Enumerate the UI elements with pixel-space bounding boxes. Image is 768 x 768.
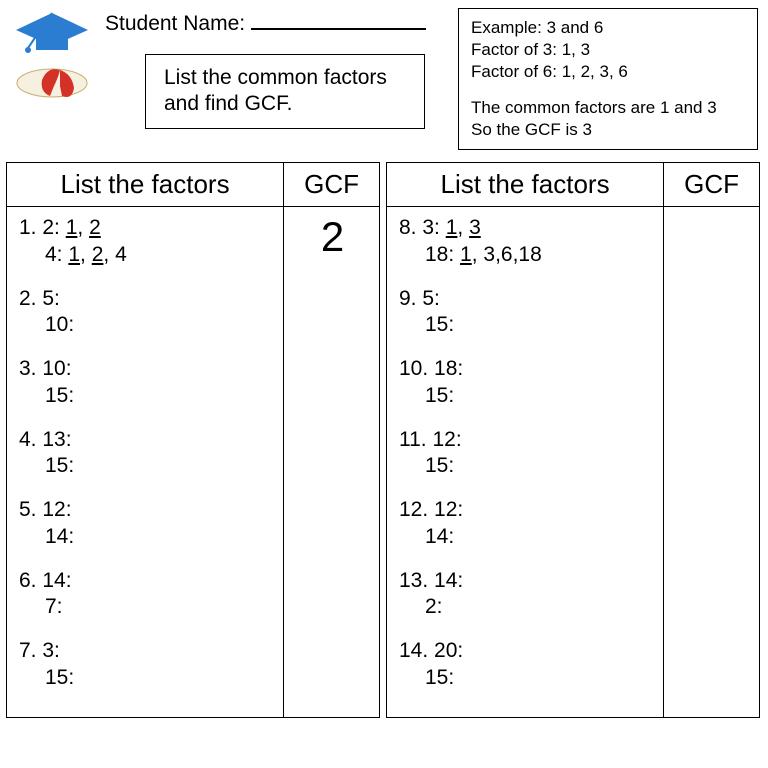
student-name-blank[interactable]	[251, 12, 426, 30]
problem[interactable]: 6. 14: 7:	[19, 568, 273, 621]
problem[interactable]: 9. 5: 15:	[399, 286, 653, 339]
problem[interactable]: 5. 12: 14:	[19, 497, 273, 550]
graduation-icon	[10, 8, 95, 118]
right-table: List the factors GCF 8. 3: 1, 318: 1, 3,…	[386, 162, 760, 718]
factors-header: List the factors	[7, 163, 284, 207]
problem[interactable]: 11. 12: 15:	[399, 427, 653, 480]
problem[interactable]: 7. 3: 15:	[19, 638, 273, 691]
problem[interactable]: 2. 5: 10:	[19, 286, 273, 339]
left-gcf-cell[interactable]: 2	[284, 207, 380, 718]
problem[interactable]: 13. 14: 2:	[399, 568, 653, 621]
left-table: List the factors GCF 1. 2: 1, 24: 1, 2, …	[6, 162, 380, 718]
example-line: Factor of 6: 1, 2, 3, 6	[471, 61, 745, 83]
example-line: The common factors are 1 and 3	[471, 97, 745, 119]
factors-header: List the factors	[387, 163, 664, 207]
example-line: Example: 3 and 6	[471, 17, 745, 39]
student-name-label: Student Name:	[105, 12, 245, 36]
example-line: So the GCF is 3	[471, 119, 745, 141]
problem[interactable]: 8. 3: 1, 318: 1, 3,6,18	[399, 215, 653, 268]
problem[interactable]: 4. 13: 15:	[19, 427, 273, 480]
problem[interactable]: 12. 12: 14:	[399, 497, 653, 550]
right-problems-cell: 8. 3: 1, 318: 1, 3,6,18 9. 5: 15: 10. 18:…	[387, 207, 664, 718]
instruction-box: List the common factors and find GCF.	[145, 54, 425, 129]
problem[interactable]: 1. 2: 1, 24: 1, 2, 4	[19, 215, 273, 268]
student-name-line: Student Name:	[105, 12, 448, 36]
tables-row: List the factors GCF 1. 2: 1, 24: 1, 2, …	[0, 154, 768, 718]
example-box: Example: 3 and 6 Factor of 3: 1, 3 Facto…	[458, 8, 758, 150]
gcf-header: GCF	[664, 163, 760, 207]
problem[interactable]: 14. 20: 15:	[399, 638, 653, 691]
right-gcf-cell[interactable]	[664, 207, 760, 718]
problem[interactable]: 3. 10: 15:	[19, 356, 273, 409]
worksheet-header: Student Name: List the common factors an…	[0, 0, 768, 154]
left-problems-cell: 1. 2: 1, 24: 1, 2, 4 2. 5: 10: 3. 10: 15:…	[7, 207, 284, 718]
example-line: Factor of 3: 1, 3	[471, 39, 745, 61]
problem[interactable]: 10. 18: 15:	[399, 356, 653, 409]
header-center: Student Name: List the common factors an…	[105, 8, 448, 129]
gcf-header: GCF	[284, 163, 380, 207]
